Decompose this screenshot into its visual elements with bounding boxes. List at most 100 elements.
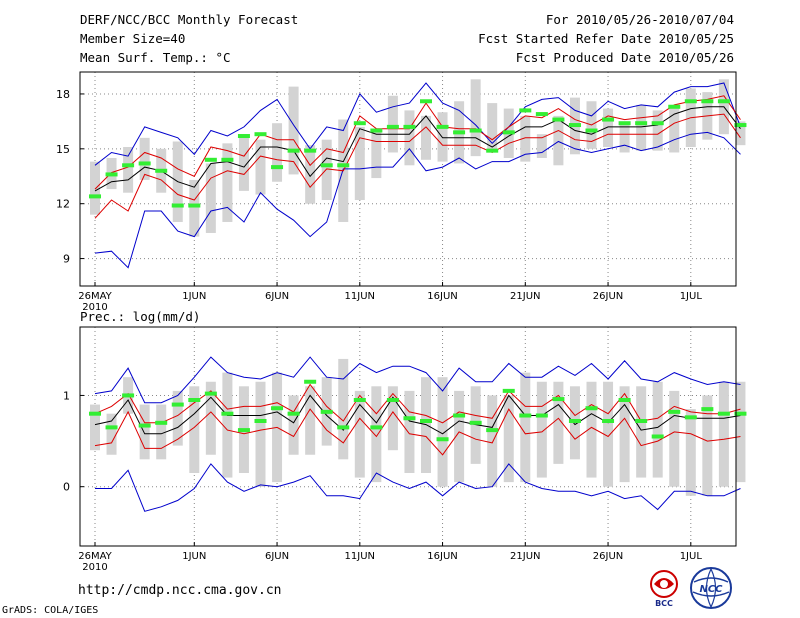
precipitation-range-box (387, 386, 398, 451)
precipitation-range-box (735, 381, 746, 483)
precipitation-xtick-label: 26JUN (593, 551, 623, 562)
temperature-range-box (669, 104, 680, 153)
temperature-range-box (123, 146, 134, 193)
temperature-median-marker (337, 163, 350, 168)
temperature-median-marker (585, 128, 598, 133)
temperature-range-box (205, 163, 216, 233)
precipitation-range-box (338, 358, 349, 460)
temperature-median-marker (618, 121, 631, 126)
precipitation-median-marker (370, 425, 383, 430)
temperature-xtick-label: 26JUN (593, 291, 623, 302)
precipitation-median-marker (469, 420, 482, 425)
temperature-median-marker (89, 194, 101, 199)
forecast-produced-date: Fcst Produced Date 2010/05/26 (515, 50, 734, 65)
temperature-median-marker (502, 130, 515, 135)
temperature-range-box (536, 134, 547, 158)
temperature-range-box (619, 121, 630, 153)
temperature-ytick-label: 9 (63, 253, 70, 266)
temperature-range-box (371, 130, 382, 179)
precipitation-median-marker (221, 411, 234, 416)
precipitation-year-label: 2010 (82, 562, 107, 573)
temperature-median-marker (436, 124, 449, 129)
temperature-frame (79, 71, 737, 287)
temperature-median-marker (403, 124, 416, 129)
temperature-envelope-high-line (94, 82, 741, 166)
precip-variable-label: Prec.: log(mm/d) (80, 309, 201, 324)
precipitation-range-box (156, 404, 167, 460)
temperature-xtick-label: 26MAY (78, 291, 112, 302)
precipitation-range-box (189, 386, 200, 473)
precipitation-range-box (305, 386, 316, 455)
temperature-median-marker (287, 148, 300, 153)
temperature-range-box (238, 136, 249, 191)
ncc-logo-text: NCC (699, 584, 723, 595)
temperature-median-marker (370, 128, 383, 133)
precipitation-median-marker (105, 425, 118, 430)
precipitation-range-box (106, 413, 117, 455)
precipitation-median-marker (668, 409, 681, 414)
precipitation-range-box (404, 390, 415, 473)
precipitation-xtick-label: 26MAY (78, 551, 112, 562)
temperature-median-marker (734, 123, 747, 128)
temperature-median-marker (635, 121, 648, 126)
temperature-year-label: 2010 (82, 302, 107, 313)
precipitation-xtick-label: 16JUN (427, 551, 457, 562)
precipitation-range-box (586, 381, 597, 478)
precipitation-range-box (437, 377, 448, 487)
temperature-median-marker (453, 130, 466, 135)
temperature-median-marker (386, 124, 399, 129)
precipitation-range-box (702, 395, 713, 496)
temperature-median-marker (668, 104, 681, 109)
temperature-median-marker (304, 148, 317, 153)
temperature-range-box (139, 137, 150, 180)
precipitation-median-marker (734, 411, 747, 416)
temperature-median-marker (171, 203, 184, 208)
precipitation-range-box (288, 395, 299, 455)
precipitation-median-marker (304, 379, 317, 384)
footer-url[interactable]: http://cmdp.ncc.cma.gov.cn (78, 583, 282, 598)
precipitation-median-marker (651, 434, 664, 439)
precipitation-median-marker (717, 411, 730, 416)
precipitation-range-box (371, 386, 382, 483)
precipitation-range-box (205, 381, 216, 455)
temperature-ytick-label: 18 (56, 88, 70, 101)
precipitation-range-box (685, 409, 696, 496)
temperature-mean-line (94, 106, 741, 192)
temperature-range-box (652, 110, 663, 151)
precipitation-range-box (652, 381, 663, 478)
temperature-xtick-label: 1JUL (680, 291, 703, 302)
precipitation-xtick-label: 6JUN (265, 551, 289, 562)
precipitation-median-marker (535, 413, 548, 418)
temperature-median-marker (105, 172, 118, 177)
precipitation-spread-low-line (94, 408, 741, 456)
precipitation-range-box (669, 390, 680, 487)
precipitation-xtick-label: 11JUN (345, 551, 375, 562)
temperature-median-marker (651, 121, 664, 126)
precipitation-range-box (487, 395, 498, 487)
precipitation-median-marker (684, 415, 697, 420)
temperature-range-box (255, 139, 266, 195)
precipitation-xtick-label: 1JUL (680, 551, 703, 562)
temperature-xtick-label: 6JUN (265, 291, 289, 302)
precipitation-median-marker (486, 428, 499, 433)
precipitation-median-marker (453, 413, 466, 418)
temperature-range-box (553, 115, 564, 166)
precipitation-range-box (553, 381, 564, 464)
temperature-range-box (222, 143, 233, 222)
precipitation-range-box (636, 386, 647, 478)
temperature-median-marker (188, 203, 201, 208)
precipitation-range-box (90, 404, 100, 451)
precipitation-median-marker (337, 425, 350, 430)
temperature-median-marker (420, 99, 432, 104)
temperature-range-box (354, 126, 365, 201)
precipitation-xtick-label: 21JUN (510, 551, 540, 562)
chart-title: DERF/NCC/BCC Monthly Forecast (80, 12, 299, 27)
temperature-median-marker (320, 163, 333, 168)
precipitation-median-marker (254, 418, 267, 423)
precipitation-ytick-label: 1 (63, 389, 70, 402)
temperature-median-marker (237, 134, 250, 139)
ncc-logo: NCC (690, 567, 732, 609)
temperature-range-box (735, 121, 746, 146)
precipitation-median-marker (568, 418, 581, 423)
